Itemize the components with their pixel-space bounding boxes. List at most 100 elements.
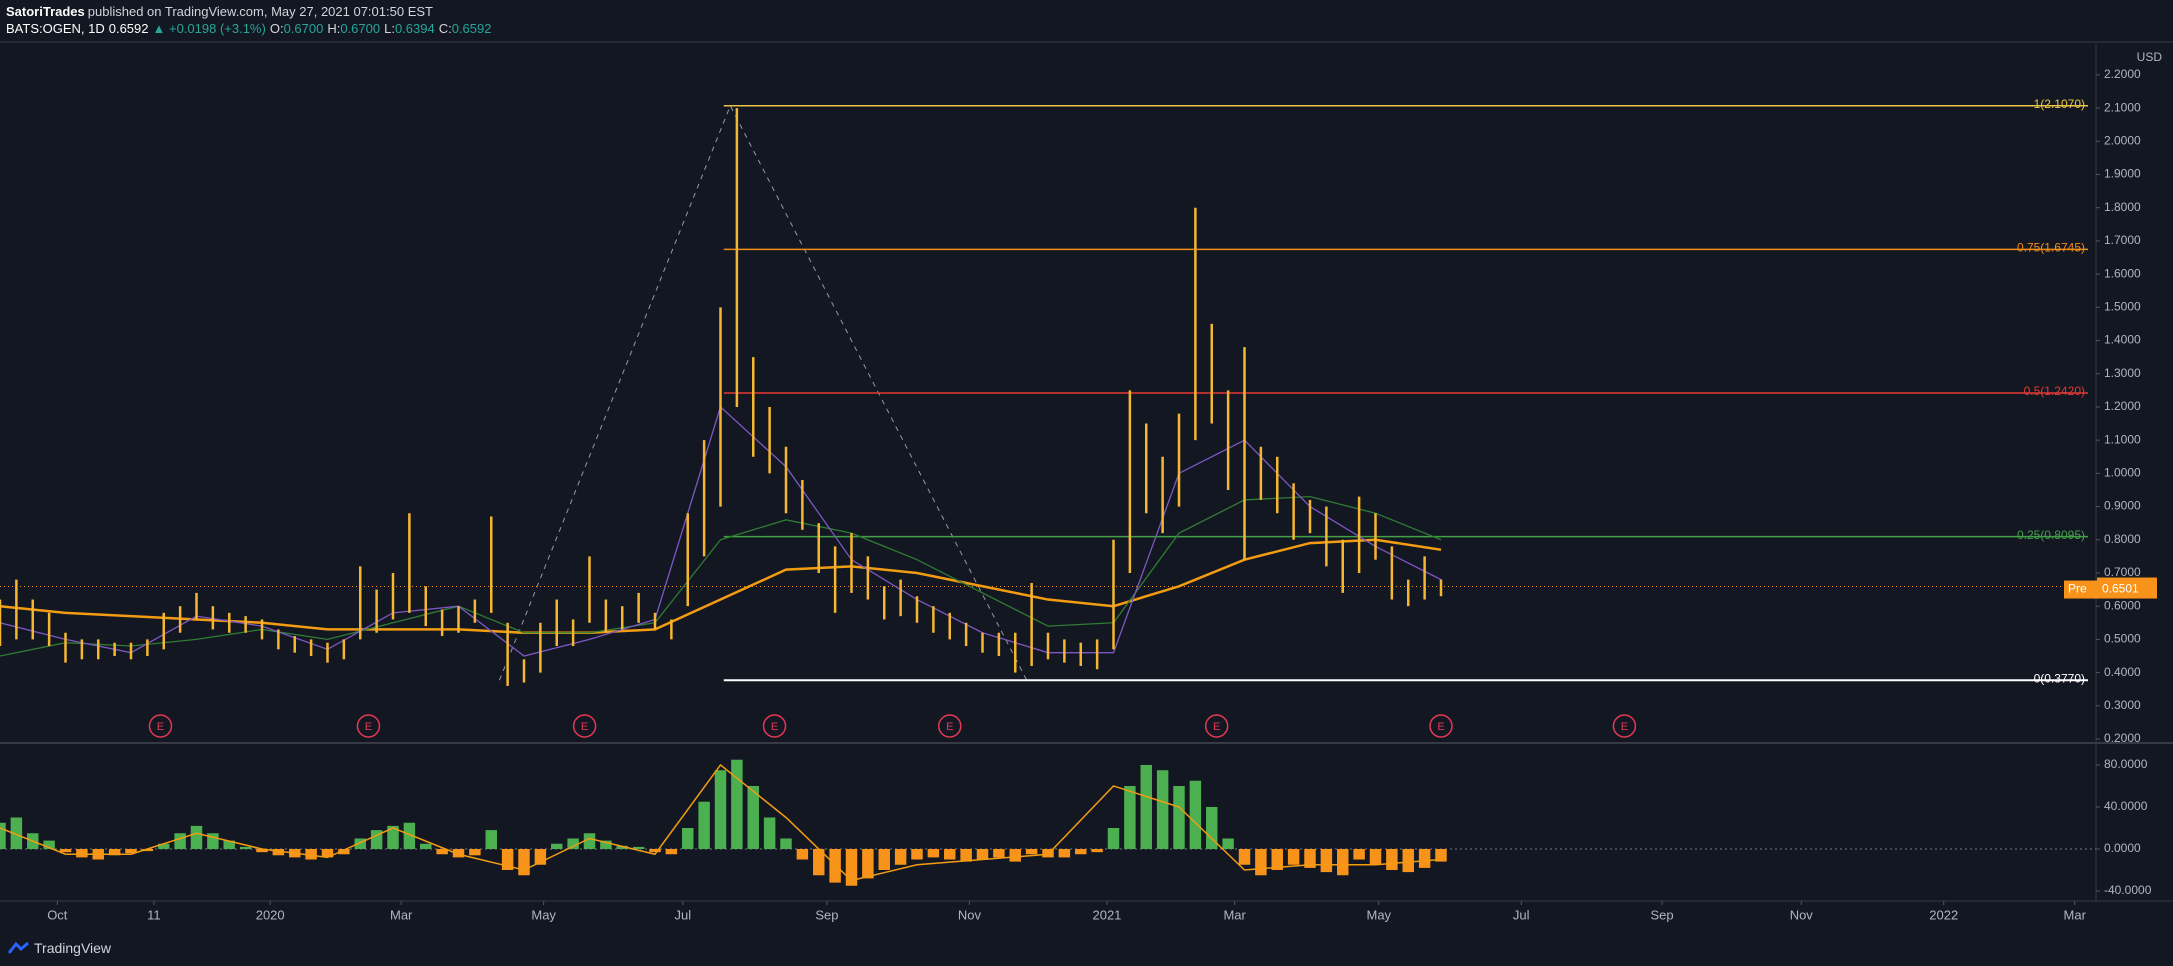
histogram-bar	[1173, 785, 1185, 849]
histogram-bar	[698, 801, 710, 849]
histogram-bar	[174, 833, 186, 849]
earnings-label: E	[946, 721, 953, 733]
histogram-bar	[239, 846, 252, 849]
y-tick-label: -40.0000	[2104, 883, 2152, 897]
currency: USD	[2137, 50, 2163, 64]
y-tick-label: 40.0000	[2104, 799, 2148, 813]
histogram-bar	[1058, 849, 1071, 858]
histogram-bar	[829, 849, 841, 883]
earnings-label: E	[1621, 721, 1628, 733]
y-tick-label: 0.5000	[2104, 632, 2141, 646]
histogram-bar	[190, 825, 203, 849]
histogram-bar	[1075, 849, 1087, 855]
x-tick-label: 11	[147, 907, 161, 922]
histogram-bar	[813, 849, 825, 876]
histogram-bar	[567, 838, 579, 849]
histogram-bar	[370, 830, 383, 849]
histogram-bar	[616, 845, 628, 849]
histogram-bar	[256, 849, 268, 853]
histogram-bar	[944, 849, 956, 860]
histogram-bar	[1009, 849, 1021, 862]
histogram-bar	[1418, 849, 1431, 868]
y-tick-label: 1.8000	[2104, 200, 2141, 214]
fib-label: 0.25(0.8095)	[2017, 528, 2085, 542]
ohlc-key: O:	[269, 21, 284, 36]
y-tick-label: 0.7000	[2104, 565, 2141, 579]
histogram-bar	[420, 843, 432, 849]
histogram-bar	[1156, 770, 1169, 849]
ohlc: O:0.6700 H:0.6700 L:0.6394 C:0.6592	[270, 21, 496, 36]
histogram-bar	[76, 849, 88, 858]
symbol: BATS:OGEN, 1D	[6, 21, 105, 36]
ohlc-key: L:	[384, 21, 395, 36]
y-tick-label: 0.8000	[2104, 532, 2141, 546]
histogram-bar	[534, 849, 547, 865]
histogram-bar	[158, 843, 170, 849]
fib-label: 0.75(1.6745)	[2017, 241, 2085, 255]
fib-label: 0.5(1.2420)	[2024, 384, 2085, 398]
x-tick-label: Mar	[1223, 907, 1246, 922]
pre-market-box	[2064, 580, 2157, 599]
histogram-bar	[43, 840, 55, 849]
histogram-bar	[682, 827, 694, 849]
brand: TradingView	[34, 940, 112, 956]
histogram-bar	[747, 785, 759, 849]
change: ▲ +0.0198 (+3.1%)	[152, 21, 266, 36]
histogram-bar	[1353, 849, 1365, 860]
y-tick-label: 1.7000	[2104, 233, 2141, 247]
x-tick-label: May	[1366, 907, 1391, 922]
signal-line	[0, 763, 1442, 882]
x-tick-label: May	[531, 907, 556, 922]
earnings-label: E	[1437, 721, 1444, 733]
histogram-bar	[1189, 780, 1202, 849]
y-tick-label: 1.1000	[2104, 432, 2141, 446]
y-tick-label: 80.0000	[2104, 757, 2148, 771]
x-tick-label: Mar	[2064, 907, 2087, 922]
histogram-bar	[1140, 764, 1152, 849]
price: 0.6592	[108, 21, 149, 36]
earnings-marker	[148, 714, 173, 738]
histogram-bar	[452, 849, 465, 858]
histogram-bar	[1222, 838, 1234, 849]
y-tick-label: 0.4000	[2104, 665, 2141, 679]
y-tick-label: 0.3000	[2104, 698, 2141, 712]
histogram-bar	[338, 849, 350, 855]
y-tick-label: 0.2000	[2104, 731, 2141, 745]
earnings-marker	[938, 714, 962, 738]
histogram-bar	[321, 849, 334, 858]
moving-average	[0, 538, 1442, 634]
histogram-bar	[125, 849, 137, 854]
histogram-bar	[878, 849, 890, 871]
histogram-bar	[714, 770, 727, 849]
earnings-marker	[1204, 714, 1229, 738]
histogram-bar	[436, 849, 448, 855]
fib-label: 0(0.3770)	[2034, 671, 2085, 685]
histogram-bar	[1386, 849, 1398, 871]
ohlc-key: C:	[438, 21, 452, 36]
histogram-bar	[862, 849, 874, 879]
x-tick-label: Mar	[390, 907, 413, 922]
y-tick-label: 2.0000	[2104, 133, 2141, 147]
histogram-bar	[763, 817, 776, 849]
x-tick-label: 2020	[256, 907, 285, 922]
histogram-bar	[207, 833, 219, 849]
pre-market-name: Pre	[2068, 582, 2087, 596]
histogram-bar	[976, 849, 989, 860]
x-tick-label: Jul	[675, 907, 692, 922]
histogram-bar	[1320, 849, 1333, 873]
ohlc-value: 0.6592	[451, 21, 492, 36]
histogram-bar	[632, 846, 645, 849]
ohlc-key: H:	[327, 21, 341, 36]
x-tick-label: Sep	[815, 907, 838, 922]
histogram-bar	[354, 838, 366, 849]
y-tick-label: 1.6000	[2104, 266, 2141, 280]
ohlc-value: 0.6700	[340, 21, 381, 36]
trend-line	[498, 104, 1028, 681]
histogram-bar	[108, 849, 121, 856]
x-tick-label: 2021	[1092, 907, 1121, 922]
histogram-bar	[665, 849, 678, 855]
histogram-bar	[223, 840, 235, 849]
moving-average	[0, 495, 1442, 657]
histogram-bar	[649, 849, 661, 853]
histogram-bar	[894, 849, 907, 865]
